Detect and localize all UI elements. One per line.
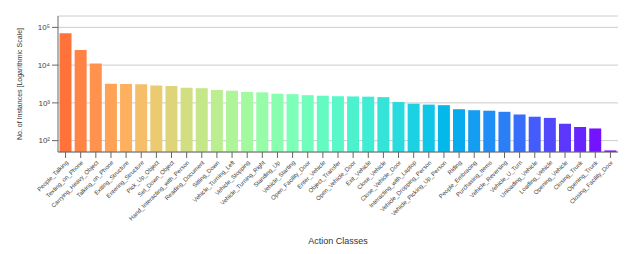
svg-text:Hand_Interacting_with_Person: Hand_Interacting_with_Person xyxy=(128,159,190,221)
svg-text:Texting_on_Phone: Texting_on_Phone xyxy=(45,159,85,199)
svg-text:10³: 10³ xyxy=(38,99,50,108)
svg-text:10⁵: 10⁵ xyxy=(38,23,50,32)
svg-text:Open_Facility_Door: Open_Facility_Door xyxy=(269,159,312,202)
svg-text:Purchasing_Items: Purchasing_Items xyxy=(454,159,494,198)
svg-text:Pick_Up_Object: Pick_Up_Object xyxy=(125,159,161,195)
svg-text:Riding: Riding xyxy=(446,159,463,176)
svg-text:Vehicle_Turning_Left: Vehicle_Turning_Left xyxy=(191,159,236,204)
svg-text:Opening_Trunk: Opening_Trunk xyxy=(565,159,599,193)
svg-text:Vehicle_Picking_Up_Person: Vehicle_Picking_Up_Person xyxy=(390,159,448,217)
svg-text:Standing_Up: Standing_Up xyxy=(252,159,282,189)
svg-text:Open_Vehicle_Door: Open_Vehicle_Door xyxy=(314,159,357,202)
svg-text:Entering_Structure: Entering_Structure xyxy=(105,159,145,200)
svg-text:Vehicle_Dropping_Person: Vehicle_Dropping_Person xyxy=(379,159,433,213)
svg-text:10⁴: 10⁴ xyxy=(38,61,51,70)
svg-text:Enter_Vehicle: Enter_Vehicle xyxy=(296,159,327,190)
svg-text:10²: 10² xyxy=(38,136,50,145)
svg-text:Loading_Vehicle: Loading_Vehicle xyxy=(518,159,554,195)
svg-text:Vehicle_Reversing: Vehicle_Reversing xyxy=(468,159,509,199)
svg-text:Close_Vehicle: Close_Vehicle xyxy=(356,159,388,191)
svg-text:Set_Down_Object: Set_Down_Object xyxy=(136,159,176,198)
svg-text:Object_Transfer: Object_Transfer xyxy=(307,159,342,194)
svg-text:Opening_Vehicle: Opening_Vehicle xyxy=(532,159,569,196)
svg-text:No. of Instances [Logarithmic: No. of Instances [Logarithmic Scale] xyxy=(16,28,24,140)
svg-text:Closing_Trunk: Closing_Trunk xyxy=(552,159,584,191)
svg-text:Exit_Vehicle: Exit_Vehicle xyxy=(344,159,372,187)
svg-text:Exiting_Structure: Exiting_Structure xyxy=(93,159,130,196)
svg-text:Action Classes: Action Classes xyxy=(308,236,368,246)
svg-text:Unloading_Vehicle: Unloading_Vehicle xyxy=(499,159,539,199)
svg-text:Vehicle_Starting: Vehicle_Starting xyxy=(261,159,297,195)
svg-text:Vehicle_Turning_Right: Vehicle_Turning_Right xyxy=(219,159,266,207)
svg-text:Talking_on_Phone: Talking_on_Phone xyxy=(75,159,115,199)
svg-text:Closing_Facility_Door: Closing_Facility_Door xyxy=(569,159,615,205)
svg-text:Interacting_with_Laptop: Interacting_with_Laptop xyxy=(368,159,418,209)
svg-text:Vehicle_U_Turn: Vehicle_U_Turn xyxy=(489,159,524,194)
svg-text:People_Talking: People_Talking xyxy=(36,159,70,193)
svg-text:Vehicle_Stopping: Vehicle_Stopping xyxy=(213,159,251,197)
svg-text:Reading_Document: Reading_Document xyxy=(163,159,206,202)
svg-text:People_Embracing: People_Embracing xyxy=(437,159,478,200)
svg-text:Close_Vehicle_Door: Close_Vehicle_Door xyxy=(359,159,403,203)
svg-text:Carrying_Heavy_Object: Carrying_Heavy_Object xyxy=(50,159,100,209)
svg-text:Sitting_Down: Sitting_Down xyxy=(191,159,221,189)
